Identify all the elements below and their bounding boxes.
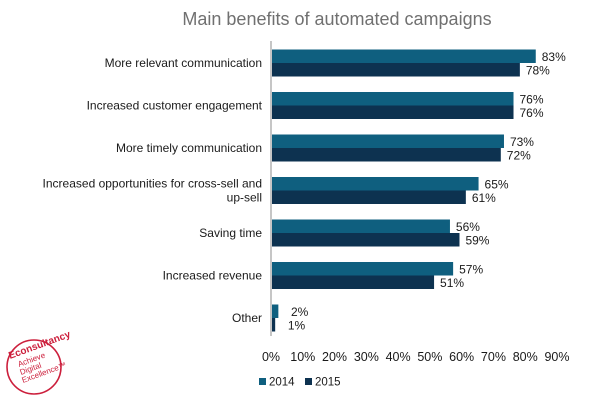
value-label-2015-increased-revenue: 51% xyxy=(440,276,464,290)
legend: 2014 2015 xyxy=(259,377,341,389)
value-labels-group: 83%78% 76%76% 73%72% 65%61% 56%59% 57%51% 2%1% xyxy=(288,50,566,333)
value-label-2014-more-relevant-communication: 83% xyxy=(542,50,566,64)
value-label-2015-other: 1% xyxy=(288,319,306,333)
bar-2014-increased-revenue xyxy=(272,262,454,276)
legend-swatch-2014 xyxy=(259,378,266,385)
legend-label-2014: 2014 xyxy=(269,377,295,389)
value-label-2015-saving-time: 59% xyxy=(465,234,489,248)
bars-group xyxy=(272,49,536,332)
x-tick-labels-group: 0% 10% 20% 30% 40% 50% 60% 70% 80% 90% xyxy=(262,350,570,364)
x-tick-label: 80% xyxy=(513,350,538,364)
value-label-2015-increased-customer-engagement: 76% xyxy=(519,106,543,120)
value-label-2014-increased-revenue: 57% xyxy=(459,263,483,277)
legend-label-2015: 2015 xyxy=(315,377,341,389)
bar-2014-other xyxy=(272,304,279,318)
bar-2015-other xyxy=(272,318,276,332)
category-label-other: Other xyxy=(232,311,262,325)
value-label-2015-more-relevant-communication: 78% xyxy=(526,64,550,78)
value-label-2015-increased-opportunities-for-cross-sell-and-up-sell: 61% xyxy=(472,191,496,205)
category-label-increased-revenue: Increased revenue xyxy=(163,269,263,283)
bar-2015-increased-revenue xyxy=(272,275,435,289)
x-tick-label: 0% xyxy=(262,350,280,364)
bar-2014-more-relevant-communication xyxy=(272,49,536,63)
legend-swatch-2015 xyxy=(305,378,312,385)
value-label-2014-more-timely-communication: 73% xyxy=(510,135,534,149)
x-tick-label: 30% xyxy=(354,350,379,364)
bar-2015-more-timely-communication xyxy=(272,148,501,162)
bar-2014-saving-time xyxy=(272,219,450,233)
chart-title: Main benefits of automated campaigns xyxy=(182,9,491,29)
category-label-increased-customer-engagement: Increased customer engagement xyxy=(87,99,263,113)
bar-2014-more-timely-communication xyxy=(272,134,504,148)
x-tick-label: 40% xyxy=(386,350,411,364)
bar-2014-increased-customer-engagement xyxy=(272,92,514,106)
value-label-2014-other: 2% xyxy=(291,305,309,319)
logo-ring xyxy=(6,339,62,395)
econsultancy-logo: Econsultancy Achieve Digital Excellence™ xyxy=(6,329,73,395)
x-tick-label: 50% xyxy=(417,350,442,364)
bar-2015-increased-customer-engagement xyxy=(272,105,514,119)
value-label-2014-increased-opportunities-for-cross-sell-and-up-sell: 65% xyxy=(485,178,509,192)
x-tick-label: 10% xyxy=(290,350,315,364)
x-tick-label: 70% xyxy=(481,350,506,364)
value-label-2015-more-timely-communication: 72% xyxy=(507,149,531,163)
bar-2015-more-relevant-communication xyxy=(272,63,520,77)
category-label-increased-opportunities-for-cross-sell-and-up-sell: Increased opportunities for cross-sell a… xyxy=(43,177,262,205)
value-label-2014-saving-time: 56% xyxy=(456,220,480,234)
bar-2014-increased-opportunities-for-cross-sell-and-up-sell xyxy=(272,177,479,191)
category-label-more-timely-communication: More timely communication xyxy=(116,141,262,155)
x-tick-label: 20% xyxy=(322,350,347,364)
category-labels-group: More relevant communication Increased cus… xyxy=(43,56,263,325)
x-tick-label: 90% xyxy=(544,350,569,364)
x-tick-label: 60% xyxy=(449,350,474,364)
bar-2015-increased-opportunities-for-cross-sell-and-up-sell xyxy=(272,190,466,204)
bar-2015-saving-time xyxy=(272,233,460,247)
category-label-saving-time: Saving time xyxy=(199,226,262,240)
value-label-2014-increased-customer-engagement: 76% xyxy=(519,93,543,107)
category-label-more-relevant-communication: More relevant communication xyxy=(105,56,262,70)
